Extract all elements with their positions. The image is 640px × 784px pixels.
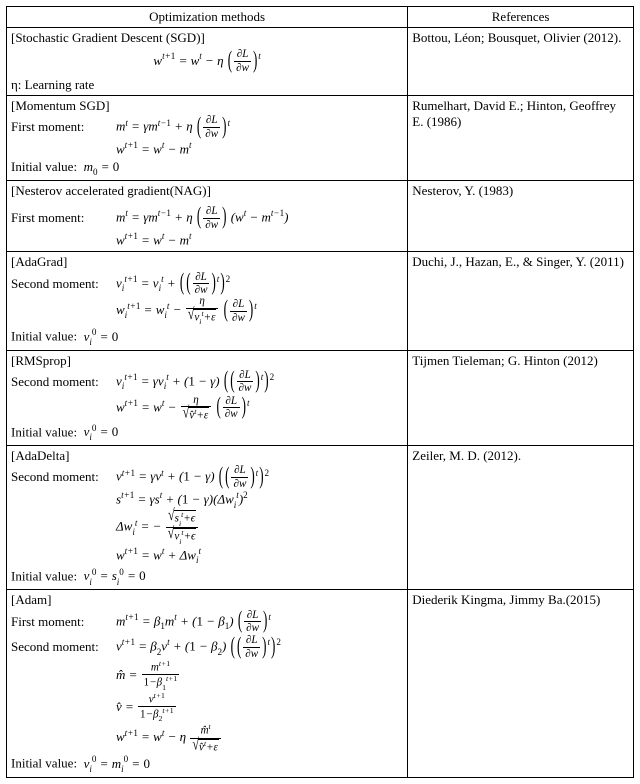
ref-rmsprop: Tijmen Tieleman; G. Hinton (2012)	[408, 350, 634, 446]
header-methods: Optimization methods	[7, 7, 408, 28]
initial-value: Initial value: vi0 = 0	[11, 327, 403, 347]
method-name: [Momentum SGD]	[11, 98, 403, 114]
second-moment-label: Second moment:	[11, 465, 106, 485]
first-moment-label: First moment:	[11, 206, 106, 226]
second-moment-label: Second moment:	[11, 370, 106, 390]
table-row: [AdaGrad] Second moment: vit+1 = vit + (…	[7, 252, 634, 350]
method-adam: [Adam] First moment: mt+1 = β1mt + (1 − …	[7, 590, 408, 777]
first-moment-label: First moment:	[11, 610, 106, 630]
header-row: Optimization methods References	[7, 7, 634, 28]
table-row: [Stochastic Gradient Descent (SGD)] wt+1…	[7, 28, 634, 96]
second-moment-label: Second moment:	[11, 635, 106, 655]
initial-value: Initial value: vi0 = mi0 = 0	[11, 754, 403, 774]
optimization-table: Optimization methods References [Stochas…	[6, 6, 634, 778]
method-adagrad: [AdaGrad] Second moment: vit+1 = vit + (…	[7, 252, 408, 350]
second-moment-label: Second moment:	[11, 272, 106, 292]
sgd-equation: wt+1 = wt − η (∂L∂w)t	[11, 46, 403, 77]
method-name: [RMSprop]	[11, 353, 403, 369]
method-name: [Adam]	[11, 592, 403, 608]
ref-sgd: Bottou, Léon; Bousquet, Olivier (2012).	[408, 28, 634, 96]
adagrad-equations: vit+1 = vit + ((∂L∂w)t)2 wit+1 = wit − η…	[116, 272, 257, 327]
adadelta-equations: vt+1 = γvt + (1 − γ) ((∂L∂w)t)2 st+1 = γ…	[116, 465, 269, 566]
method-momentum: [Momentum SGD] First moment: mt = γmt−1 …	[7, 96, 408, 181]
rmsprop-equations: vit+1 = γvit + (1 − γ) ((∂L∂w)t)2 wt+1 =…	[116, 370, 274, 422]
table-row: [Adam] First moment: mt+1 = β1mt + (1 − …	[7, 590, 634, 777]
ref-adam: Diederik Kingma, Jimmy Ba.(2015)	[408, 590, 634, 777]
method-name: [AdaDelta]	[11, 448, 403, 464]
method-sgd: [Stochastic Gradient Descent (SGD)] wt+1…	[7, 28, 408, 96]
table-row: [RMSprop] Second moment: vit+1 = γvit + …	[7, 350, 634, 446]
ref-adadelta: Zeiler, M. D. (2012).	[408, 446, 634, 590]
table-row: [Nesterov accelerated gradient(NAG)] Fir…	[7, 180, 634, 252]
method-name: [Nesterov accelerated gradient(NAG)]	[11, 183, 403, 199]
adam-equations: vt+1 = β2vt + (1 − β2) ((∂L∂w)t)2 m̂ = m…	[116, 635, 281, 753]
first-moment-label: First moment:	[11, 115, 106, 135]
ref-momentum: Rumelhart, David E.; Hinton, Geoffrey E.…	[408, 96, 634, 181]
learning-rate-note: η: Learning rate	[11, 77, 403, 93]
nag-equations: mt = γmt−1 + η (∂L∂w) (wt − mt−1) wt+1 =…	[116, 206, 288, 248]
initial-value: Initial value: m0 = 0	[11, 159, 403, 178]
table-row: [AdaDelta] Second moment: vt+1 = γvt + (…	[7, 446, 634, 590]
page-root: Optimization methods References [Stochas…	[0, 0, 640, 784]
table-row: [Momentum SGD] First moment: mt = γmt−1 …	[7, 96, 634, 181]
ref-adagrad: Duchi, J., Hazan, E., & Singer, Y. (2011…	[408, 252, 634, 350]
method-rmsprop: [RMSprop] Second moment: vit+1 = γvit + …	[7, 350, 408, 446]
method-adadelta: [AdaDelta] Second moment: vt+1 = γvt + (…	[7, 446, 408, 590]
momentum-equations: mt = γmt−1 + η (∂L∂w)t wt+1 = wt − mt	[116, 115, 230, 157]
initial-value: Initial value: vi0 = 0	[11, 423, 403, 443]
method-nag: [Nesterov accelerated gradient(NAG)] Fir…	[7, 180, 408, 252]
method-name: [AdaGrad]	[11, 254, 403, 270]
header-refs: References	[408, 7, 634, 28]
ref-nag: Nesterov, Y. (1983)	[408, 180, 634, 252]
initial-value: Initial value: vi0 = si0 = 0	[11, 567, 403, 587]
method-name: [Stochastic Gradient Descent (SGD)]	[11, 30, 403, 46]
